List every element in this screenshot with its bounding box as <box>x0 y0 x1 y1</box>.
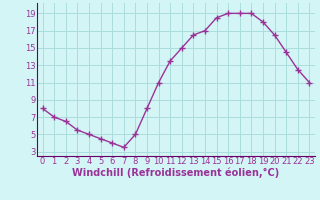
X-axis label: Windchill (Refroidissement éolien,°C): Windchill (Refroidissement éolien,°C) <box>72 168 280 178</box>
